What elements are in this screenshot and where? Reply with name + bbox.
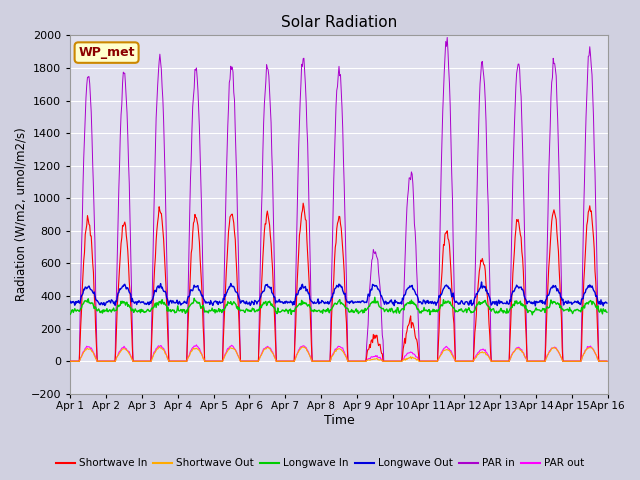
- Y-axis label: Radiation (W/m2, umol/m2/s): Radiation (W/m2, umol/m2/s): [15, 128, 28, 301]
- Legend: Shortwave In, Shortwave Out, Longwave In, Longwave Out, PAR in, PAR out: Shortwave In, Shortwave Out, Longwave In…: [52, 454, 588, 472]
- Text: WP_met: WP_met: [78, 46, 135, 59]
- X-axis label: Time: Time: [324, 414, 355, 427]
- Title: Solar Radiation: Solar Radiation: [281, 15, 397, 30]
